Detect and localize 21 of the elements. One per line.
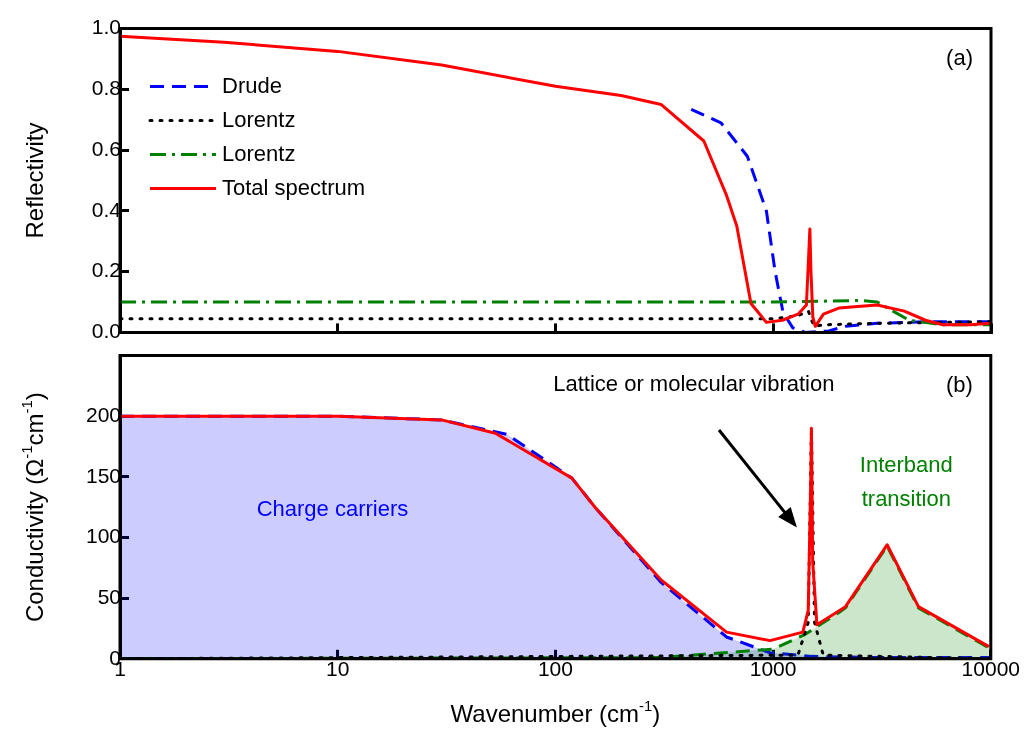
y-tick-label: 0.8 [91,76,121,100]
legend-label: Lorentz [222,140,296,166]
annotation: (b) [945,371,973,397]
y-tick-label: 1.0 [91,15,121,39]
y-tick-label: 0.6 [91,136,121,160]
x-tick-label: 10000 [961,657,1021,681]
x-tick-label: 1000 [749,657,797,681]
annotation: (a) [946,44,973,70]
y-tick-label: 200 [85,403,121,427]
y-axis-title: Conductivity (Ω-1cm-1) [18,392,48,623]
legend-label: Total spectrum [222,174,366,200]
annotation: Interband transition [859,452,953,512]
legend-label: Drude [222,72,282,98]
annotation: Charge carriers [256,496,409,522]
x-tick-label: 100 [537,657,573,681]
x-tick-label: 10 [326,657,350,681]
y-axis-title: Reflectivity [20,122,48,239]
y-tick-label: 0.4 [91,197,122,221]
legend-label: Lorentz [222,106,296,132]
y-tick-label: 0.2 [91,258,121,282]
annotation: Lattice or molecular vibration [553,370,835,396]
